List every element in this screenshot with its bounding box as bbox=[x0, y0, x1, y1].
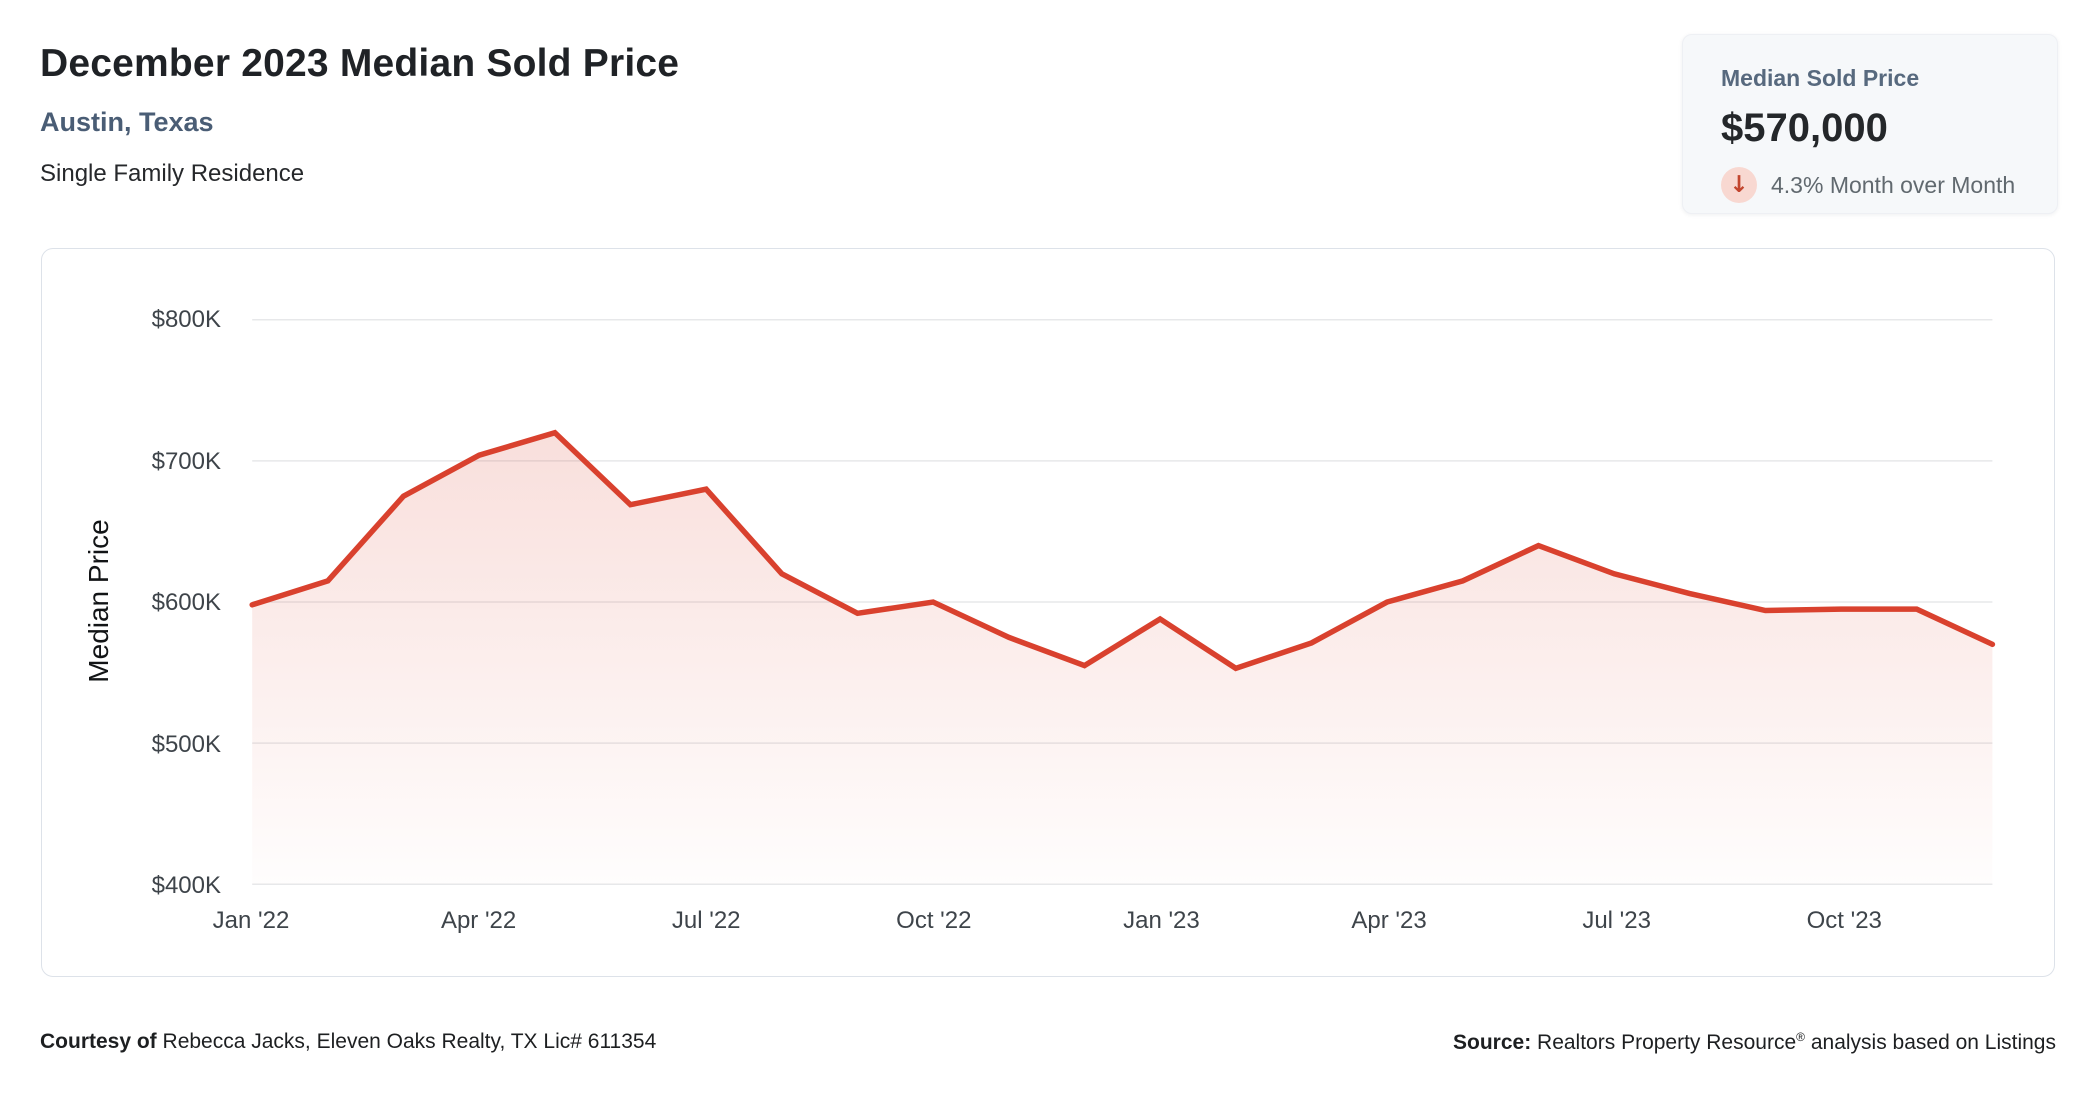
x-tick-label: Apr '22 bbox=[440, 907, 517, 934]
property-type-label: Single Family Residence bbox=[40, 160, 305, 187]
x-tick-label: Oct '23 bbox=[1806, 907, 1882, 934]
report-header: December 2023 Median Sold Price Austin, … bbox=[40, 42, 679, 188]
stat-card: Median Sold Price $570,000 ↓ 4.3% Month … bbox=[1682, 34, 2058, 214]
stat-card-change-row: ↓ 4.3% Month over Month bbox=[1721, 167, 2057, 203]
footer-source: Source: Realtors Property Resource® anal… bbox=[1453, 1030, 2056, 1054]
footer: Courtesy of Rebecca Jacks, Eleven Oaks R… bbox=[40, 1030, 2056, 1055]
y-tick-label: $600K bbox=[151, 589, 221, 616]
price-area-fill bbox=[252, 432, 1993, 885]
chart-panel: Median Price $800K $700K $600K $500K $400K J… bbox=[41, 248, 2055, 977]
location-subtitle: Austin, Texas bbox=[40, 107, 214, 137]
stat-card-change-text: 4.3% Month over Month bbox=[1771, 171, 2016, 198]
registered-trademark-symbol: ® bbox=[1796, 1030, 1805, 1044]
stat-card-label: Median Sold Price bbox=[1721, 65, 1920, 91]
x-tick-label: Jul '23 bbox=[1582, 907, 1651, 934]
page-title: December 2023 Median Sold Price bbox=[40, 42, 680, 85]
median-price-chart bbox=[249, 319, 1996, 886]
y-tick-label: $400K bbox=[151, 872, 221, 899]
y-tick-label: $700K bbox=[151, 447, 221, 475]
x-tick-label: Apr '23 bbox=[1351, 907, 1427, 934]
y-tick-label: $500K bbox=[151, 730, 221, 758]
footer-courtesy: Courtesy of Rebecca Jacks, Eleven Oaks R… bbox=[40, 1030, 657, 1053]
stat-card-value: $570,000 bbox=[1721, 106, 1888, 150]
price-line bbox=[249, 429, 1996, 672]
down-arrow-badge: ↓ bbox=[1721, 167, 1757, 203]
price-series bbox=[249, 429, 1996, 885]
y-tick-label: $800K bbox=[151, 306, 221, 333]
x-tick-label: Jan '23 bbox=[1123, 907, 1200, 934]
down-arrow-icon: ↓ bbox=[1729, 171, 1749, 198]
x-tick-label: Jul '22 bbox=[671, 907, 741, 934]
x-tick-label: Jan '22 bbox=[212, 907, 290, 934]
x-tick-label: Oct '22 bbox=[896, 907, 972, 934]
